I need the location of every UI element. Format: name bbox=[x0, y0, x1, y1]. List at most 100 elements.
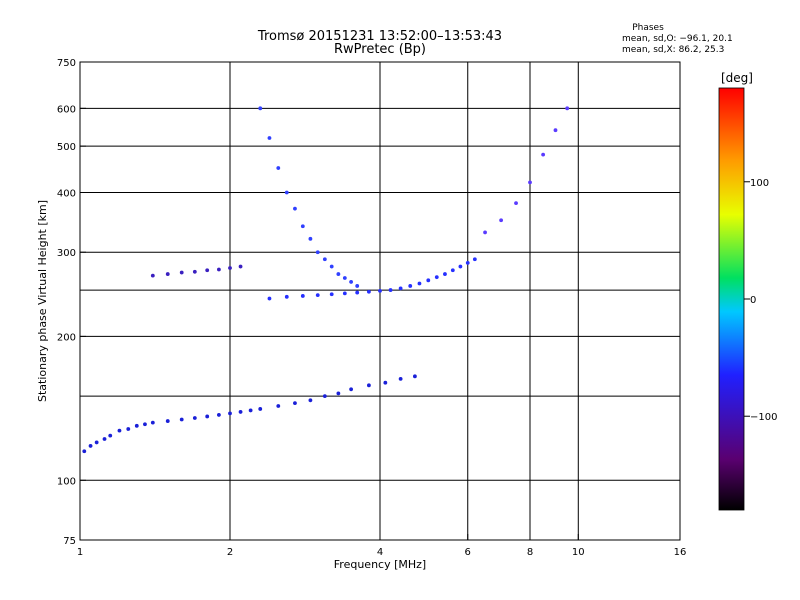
data-point bbox=[499, 218, 504, 223]
data-point bbox=[179, 417, 184, 422]
data-point bbox=[108, 433, 113, 438]
data-point bbox=[349, 280, 354, 284]
data-point bbox=[94, 440, 99, 445]
data-point bbox=[228, 411, 232, 416]
data-point bbox=[165, 419, 170, 423]
data-point bbox=[179, 270, 184, 275]
data-point bbox=[276, 404, 281, 408]
data-point bbox=[267, 296, 272, 301]
data-point bbox=[355, 284, 360, 288]
data-point bbox=[450, 268, 455, 273]
data-point bbox=[82, 449, 87, 454]
x-tick-label: 16 bbox=[674, 547, 687, 558]
data-point bbox=[117, 428, 122, 433]
data-point bbox=[102, 437, 107, 441]
data-point bbox=[150, 273, 155, 278]
data-point bbox=[388, 288, 393, 292]
data-point bbox=[472, 257, 477, 262]
data-point bbox=[366, 383, 371, 388]
data-point bbox=[308, 236, 313, 241]
y-tick-label: 500 bbox=[57, 142, 76, 153]
x-tick-label: 10 bbox=[572, 547, 585, 558]
data-point bbox=[398, 286, 403, 291]
data-point bbox=[238, 264, 243, 269]
data-point bbox=[267, 136, 272, 140]
data-point bbox=[300, 294, 305, 298]
colorbar-tick-label: 100 bbox=[750, 178, 769, 189]
data-point bbox=[398, 376, 403, 381]
colorbar-tick-label: 0 bbox=[750, 295, 756, 306]
data-point bbox=[426, 278, 431, 283]
x-tick-label: 2 bbox=[227, 547, 233, 558]
x-axis-label: Frequency [MHz] bbox=[334, 558, 426, 571]
data-point bbox=[443, 272, 447, 276]
y-tick-label: 750 bbox=[57, 58, 76, 69]
data-point bbox=[378, 288, 382, 293]
data-point bbox=[329, 292, 334, 297]
x-tick-label: 1 bbox=[77, 547, 83, 558]
data-point bbox=[205, 414, 210, 419]
data-point bbox=[458, 264, 463, 269]
data-point bbox=[192, 269, 197, 274]
data-point bbox=[238, 410, 243, 414]
data-point bbox=[541, 152, 546, 157]
data-point bbox=[315, 250, 320, 255]
data-point bbox=[483, 230, 487, 235]
y-tick-label: 400 bbox=[57, 188, 76, 199]
data-point bbox=[126, 427, 131, 431]
data-point bbox=[150, 420, 155, 425]
data-point bbox=[553, 128, 558, 133]
data-point bbox=[329, 264, 334, 269]
data-point bbox=[165, 272, 170, 276]
data-point bbox=[565, 106, 570, 111]
data-point bbox=[417, 281, 422, 286]
data-point bbox=[258, 407, 263, 411]
chart-title: Tromsø 20151231 13:52:00–13:53:43 bbox=[257, 29, 502, 44]
data-point bbox=[342, 276, 347, 280]
data-point bbox=[293, 206, 297, 211]
data-point bbox=[192, 416, 197, 420]
data-point bbox=[315, 293, 320, 298]
legend-line-o: mean, sd,O: −96.1, 20.1 bbox=[622, 34, 733, 44]
legend-title: Phases bbox=[632, 23, 664, 33]
data-point bbox=[383, 380, 388, 385]
data-point bbox=[412, 374, 417, 379]
y-tick-label: 200 bbox=[57, 332, 76, 343]
colorbar bbox=[718, 87, 745, 511]
chart-subtitle: RwPretec (Bp) bbox=[334, 42, 426, 57]
data-point bbox=[228, 266, 232, 270]
data-point bbox=[336, 391, 341, 396]
y-tick-label: 600 bbox=[57, 104, 76, 115]
y-tick-label: 300 bbox=[57, 248, 76, 259]
data-point bbox=[336, 272, 341, 276]
y-tick-label: 100 bbox=[57, 476, 76, 487]
x-tick-label: 8 bbox=[527, 547, 533, 558]
data-point bbox=[300, 224, 305, 229]
data-points bbox=[82, 106, 570, 454]
colorbar-tick-label: −100 bbox=[750, 412, 777, 423]
data-point bbox=[134, 423, 139, 428]
x-tick-label: 4 bbox=[377, 547, 383, 558]
data-point bbox=[408, 284, 413, 288]
x-tick-label: 6 bbox=[465, 547, 471, 558]
y-axis-label: Stationary phase Virtual Height [km] bbox=[36, 200, 49, 402]
legend-line-x: mean, sd,X: 86.2, 25.3 bbox=[622, 45, 724, 55]
data-point bbox=[293, 401, 297, 406]
data-point bbox=[514, 201, 518, 206]
data-point bbox=[258, 106, 263, 111]
data-point bbox=[205, 268, 210, 273]
data-point bbox=[349, 387, 354, 392]
colorbar-label: [deg] bbox=[721, 71, 753, 85]
data-point bbox=[528, 180, 532, 185]
data-point bbox=[284, 294, 289, 299]
y-tick-label: 75 bbox=[63, 536, 76, 547]
data-point bbox=[216, 267, 221, 272]
grid-lines bbox=[80, 62, 680, 540]
data-point bbox=[342, 291, 347, 296]
data-point bbox=[434, 275, 439, 280]
data-point bbox=[355, 290, 360, 295]
data-point bbox=[366, 289, 371, 294]
data-point bbox=[143, 422, 147, 427]
data-point bbox=[284, 190, 289, 195]
